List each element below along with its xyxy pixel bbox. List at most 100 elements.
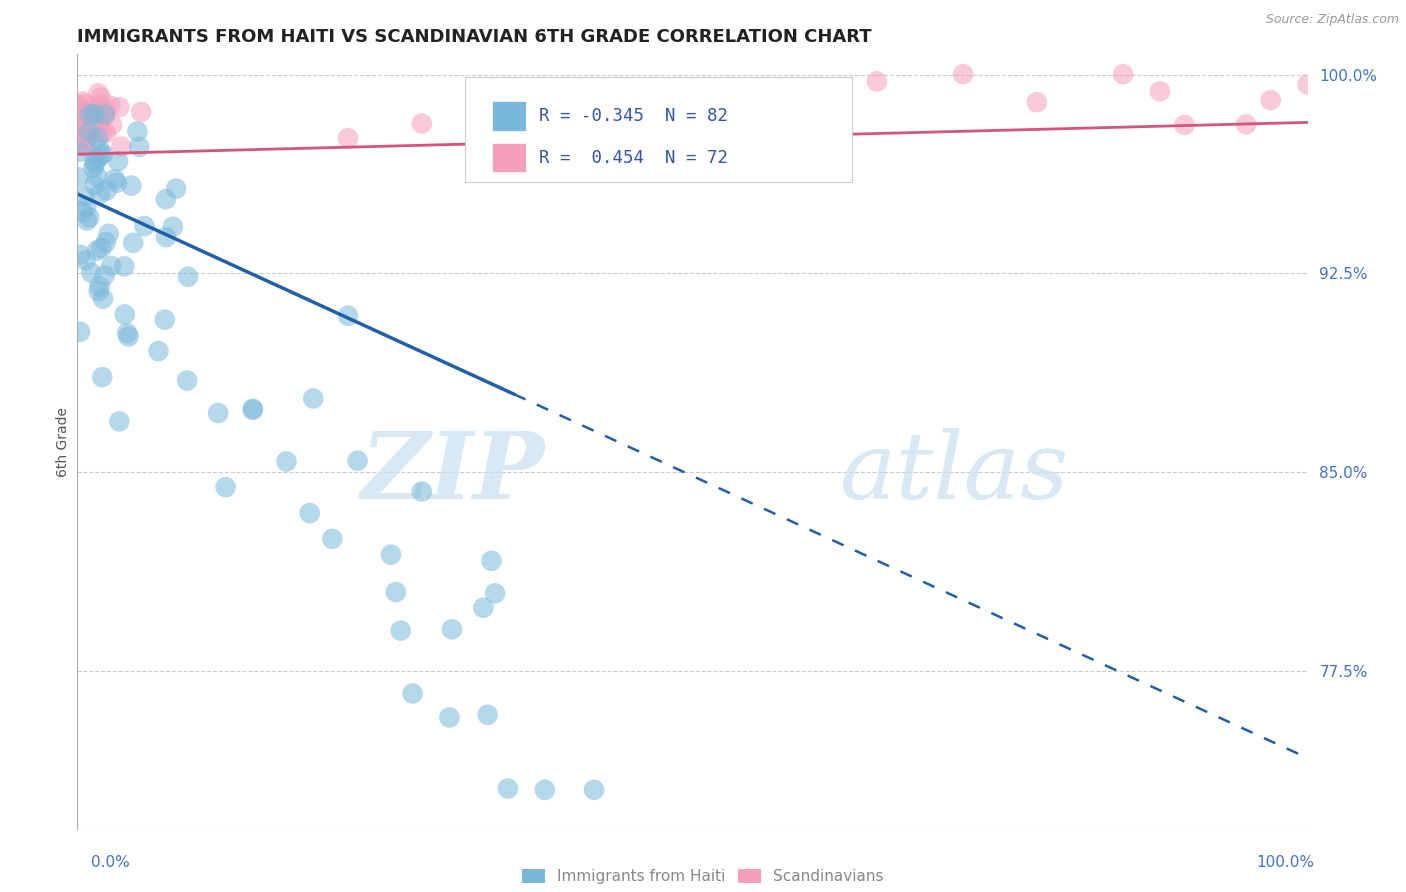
Point — [94, 101, 117, 115]
Point — [75, 253, 97, 268]
Point — [207, 406, 229, 420]
Point — [94, 108, 117, 122]
Point — [69, 145, 91, 159]
Point — [128, 140, 150, 154]
Point — [87, 114, 110, 128]
Point — [583, 782, 606, 797]
Point — [276, 454, 298, 468]
Point — [91, 292, 114, 306]
Point — [76, 110, 98, 124]
Point — [77, 125, 100, 139]
Point — [67, 113, 90, 128]
Point — [1234, 117, 1257, 131]
Point — [177, 269, 200, 284]
Point — [866, 74, 889, 88]
Point — [76, 106, 98, 120]
Point — [90, 241, 112, 255]
Point — [153, 312, 176, 326]
Point — [155, 230, 177, 244]
Point — [1174, 118, 1197, 132]
Point — [165, 181, 187, 195]
Point — [77, 125, 100, 139]
Point — [80, 266, 103, 280]
Point — [70, 103, 93, 118]
Point — [496, 781, 519, 796]
Point — [176, 374, 198, 388]
Point — [94, 235, 117, 250]
Point — [117, 329, 139, 343]
Point — [76, 213, 98, 227]
Text: R = -0.345  N = 82: R = -0.345 N = 82 — [538, 107, 728, 125]
Point — [90, 148, 112, 162]
Point — [952, 67, 974, 81]
Point — [91, 370, 114, 384]
FancyBboxPatch shape — [465, 77, 852, 182]
Point — [67, 127, 90, 141]
Point — [83, 107, 105, 121]
Point — [583, 103, 606, 118]
Point — [82, 161, 104, 175]
Point — [89, 121, 111, 136]
Point — [94, 126, 117, 140]
Point — [105, 176, 128, 190]
Point — [100, 98, 122, 112]
Text: ZIP: ZIP — [360, 427, 546, 517]
Point — [67, 129, 90, 144]
Point — [162, 219, 184, 234]
Point — [89, 142, 111, 156]
Point — [90, 90, 112, 104]
Point — [115, 326, 138, 341]
Point — [69, 325, 91, 339]
Point — [73, 112, 96, 126]
Point — [87, 151, 110, 165]
Point — [302, 392, 325, 406]
Point — [84, 108, 107, 122]
Point — [72, 122, 94, 136]
Y-axis label: 6th Grade: 6th Grade — [56, 407, 70, 476]
Point — [108, 414, 131, 428]
Legend: Immigrants from Haiti, Scandinavians: Immigrants from Haiti, Scandinavians — [522, 870, 884, 884]
Point — [72, 104, 94, 119]
Point — [75, 132, 97, 146]
Point — [72, 205, 94, 219]
Point — [120, 178, 142, 193]
Point — [73, 189, 96, 203]
Point — [242, 401, 264, 416]
Point — [72, 95, 94, 109]
Point — [83, 154, 105, 169]
Point — [477, 707, 499, 722]
Point — [66, 136, 89, 151]
Point — [72, 126, 94, 140]
Point — [337, 131, 360, 145]
Point — [112, 260, 135, 274]
Point — [87, 284, 110, 298]
Point — [411, 484, 433, 499]
Point — [97, 227, 120, 241]
Point — [129, 104, 152, 119]
Point — [66, 129, 89, 144]
Point — [484, 586, 506, 600]
Text: 100.0%: 100.0% — [1257, 855, 1315, 870]
Text: atlas: atlas — [841, 427, 1070, 517]
Point — [69, 116, 91, 130]
Point — [89, 279, 111, 293]
Point — [496, 95, 519, 110]
Point — [75, 200, 97, 214]
Point — [66, 107, 89, 121]
Point — [1296, 78, 1319, 92]
Point — [86, 169, 108, 184]
Point — [384, 585, 406, 599]
Point — [76, 112, 98, 127]
Text: 0.0%: 0.0% — [91, 855, 131, 870]
Point — [411, 116, 433, 130]
Text: IMMIGRANTS FROM HAITI VS SCANDINAVIAN 6TH GRADE CORRELATION CHART: IMMIGRANTS FROM HAITI VS SCANDINAVIAN 6T… — [77, 29, 872, 46]
Point — [67, 129, 90, 144]
Point — [69, 103, 91, 118]
Point — [1112, 67, 1135, 81]
Point — [86, 100, 108, 114]
Point — [72, 117, 94, 131]
Point — [80, 114, 103, 128]
Point — [77, 211, 100, 225]
Point — [66, 103, 89, 118]
Point — [155, 192, 177, 206]
